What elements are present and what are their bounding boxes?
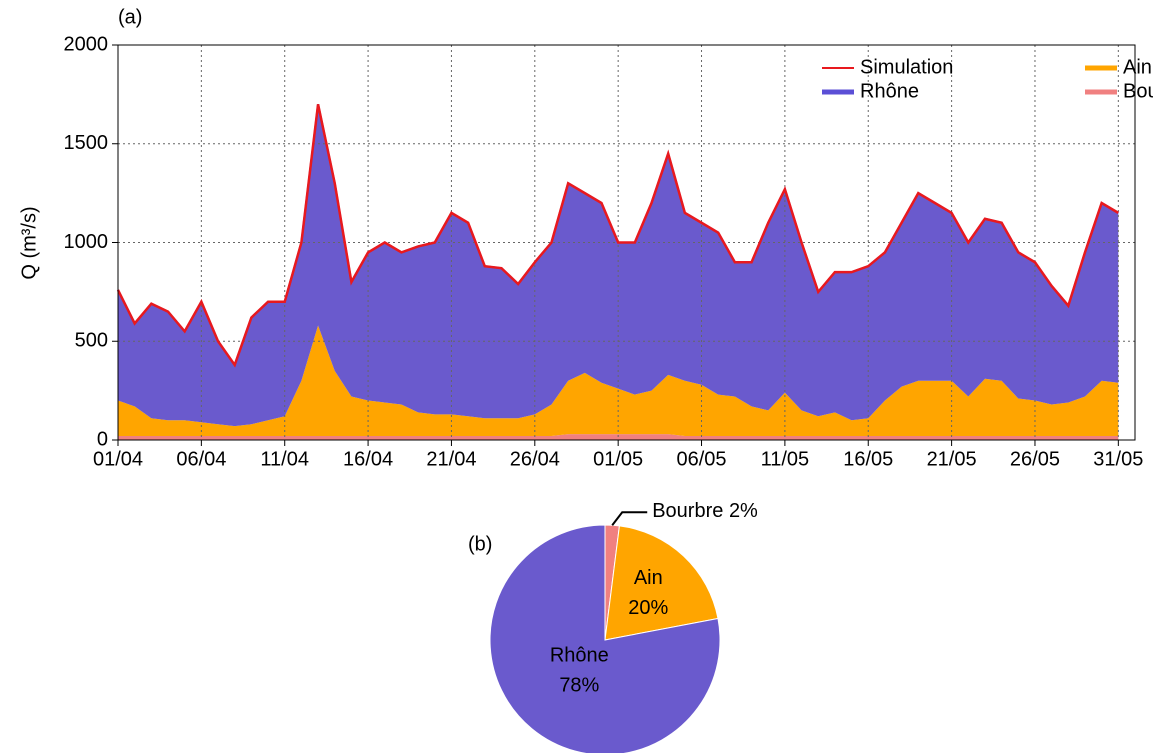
x-tick-label: 06/04 (176, 448, 226, 470)
x-tick-label: 06/05 (676, 448, 726, 470)
legend-label: Ain (1123, 56, 1152, 78)
x-tick-label: 21/04 (426, 448, 476, 470)
pie-slice (604, 525, 719, 641)
pie-label: Bourbre 2% (652, 501, 758, 523)
legend-label: Rhône (860, 80, 919, 102)
x-tick-label: 11/04 (260, 448, 309, 470)
y-tick-label: 2000 (64, 33, 109, 55)
panel-label: (b) (468, 533, 492, 555)
y-tick-label: 1000 (64, 231, 109, 253)
x-tick-label: 16/05 (843, 448, 893, 470)
plot-frame (117, 44, 1136, 441)
x-tick-label: 16/04 (343, 448, 393, 470)
pie-label-value: 2% (729, 501, 758, 523)
y-tick-label: 500 (75, 330, 108, 352)
legend-label: Simulation (860, 56, 953, 78)
pie-label-name: Ain (634, 567, 663, 589)
leader-line (611, 511, 648, 526)
pie-label-value: 20% (628, 597, 668, 619)
x-tick-label: 26/04 (510, 448, 560, 470)
x-tick-label: 01/04 (93, 448, 143, 470)
line (116, 103, 1119, 368)
pie-label-name: Bourbre (652, 501, 723, 523)
area (118, 325, 1119, 437)
pie-label-name: Rhône (550, 644, 609, 666)
y-tick-label: 1500 (64, 132, 109, 154)
y-axis-label: Q (m³/s) (18, 206, 40, 279)
pie-slice (489, 524, 721, 753)
x-tick-label: 01/05 (593, 448, 643, 470)
y-tick-label: 0 (97, 428, 108, 450)
area (118, 434, 1119, 440)
x-tick-label: 26/05 (1010, 448, 1060, 470)
pie-label-value: 78% (559, 674, 599, 696)
x-tick-label: 21/05 (927, 448, 977, 470)
panel-label: (a) (118, 6, 142, 28)
x-tick-label: 11/05 (761, 448, 810, 470)
x-tick-label: 31/05 (1093, 448, 1143, 470)
legend-label: Bourbre (1123, 80, 1153, 102)
